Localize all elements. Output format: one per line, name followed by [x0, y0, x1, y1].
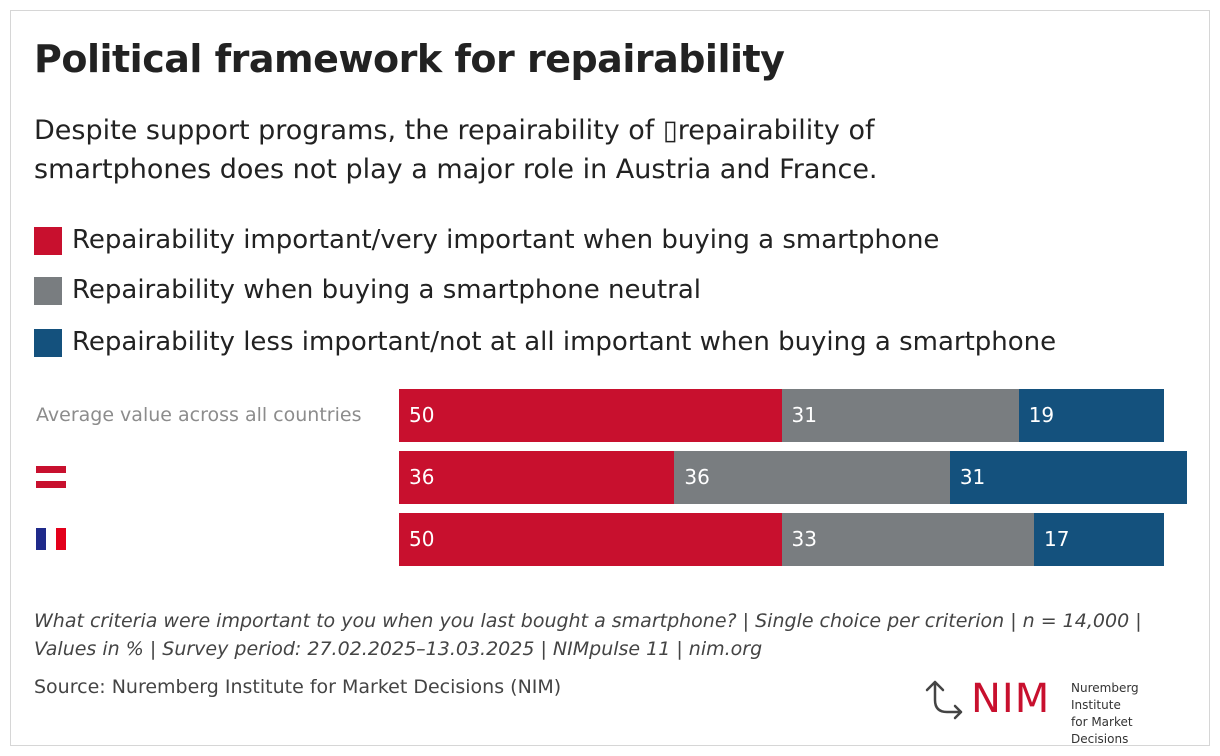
bar-value-label: 17 [1043, 527, 1070, 551]
bar-value-label: 33 [791, 527, 817, 551]
survey-note: What criteria were important to you when… [34, 610, 1142, 660]
source-text: Source: Nuremberg Institute for Market D… [34, 676, 562, 698]
nim-logo: NIM Nuremberg Institute for Market Decis… [921, 674, 1191, 746]
bar-segment [949, 451, 1187, 504]
bar-segment [674, 451, 950, 504]
legend-swatch-neutral [34, 277, 62, 305]
logo-subtext: Nuremberg Institute for Market Decisions [1071, 680, 1191, 748]
bar-segment [399, 513, 782, 566]
bar-value-label: 31 [791, 403, 817, 427]
bar-value-label: 31 [959, 465, 986, 489]
bar-segment [399, 389, 782, 442]
bar-segment [399, 451, 675, 504]
bar-value-label: 19 [1028, 403, 1055, 427]
legend-swatch-important [34, 227, 62, 255]
nim-arrow-icon [925, 680, 963, 720]
bar-value-label: 36 [409, 465, 435, 489]
bar-value-label: 50 [409, 527, 435, 551]
legend-label-important: Repairability important/very important w… [72, 225, 940, 255]
chart-title: Political framework for repairability [34, 37, 785, 81]
austria-flag-icon [36, 466, 66, 488]
logo-wordmark: NIM [971, 676, 1051, 722]
chart-subtitle: Despite support programs, the repairabil… [34, 115, 878, 185]
france-flag-icon [36, 528, 66, 550]
chart-card: Political framework for repairability De… [10, 10, 1210, 746]
bar-segment [1018, 389, 1165, 442]
logo-line-1: Nuremberg Institute [1071, 681, 1139, 712]
bar-segment [1033, 513, 1165, 566]
category-label: Average value across all countries [36, 404, 362, 426]
bar-value-label: 36 [684, 465, 710, 489]
bar-segment [781, 513, 1034, 566]
bar-value-label: 50 [409, 403, 435, 427]
stacked-bar-chart: Average value across all countries 50 31 19… [11, 11, 1211, 747]
bar-segment [781, 389, 1019, 442]
legend-label-neutral: Repairability when buying a smartphone n… [72, 275, 702, 305]
logo-line-2: for Market Decisions [1071, 715, 1133, 746]
legend-swatch-less-important [34, 329, 62, 357]
legend-label-less-important: Repairability less important/not at all … [72, 327, 1057, 357]
